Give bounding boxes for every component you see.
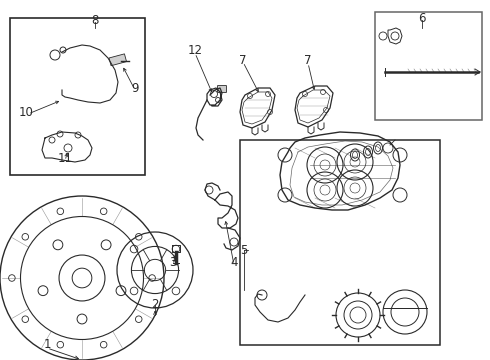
Text: 3: 3 [170,256,177,269]
Text: 12: 12 [188,44,202,57]
Bar [10,18,145,175]
Bar [240,140,440,345]
Text: 7: 7 [239,54,247,67]
Text: 8: 8 [91,13,98,27]
Text: 6: 6 [418,12,426,24]
Text: 7: 7 [304,54,312,67]
Text: 1: 1 [43,338,51,351]
Text: 2: 2 [151,298,159,311]
Text: 9: 9 [131,81,139,94]
Text: 11: 11 [57,152,73,165]
Bar [375,12,482,120]
FancyBboxPatch shape [218,85,226,93]
Text: 5: 5 [240,243,247,256]
Text: 4: 4 [230,256,238,269]
Text: 10: 10 [19,105,33,118]
Bar [109,54,126,66]
